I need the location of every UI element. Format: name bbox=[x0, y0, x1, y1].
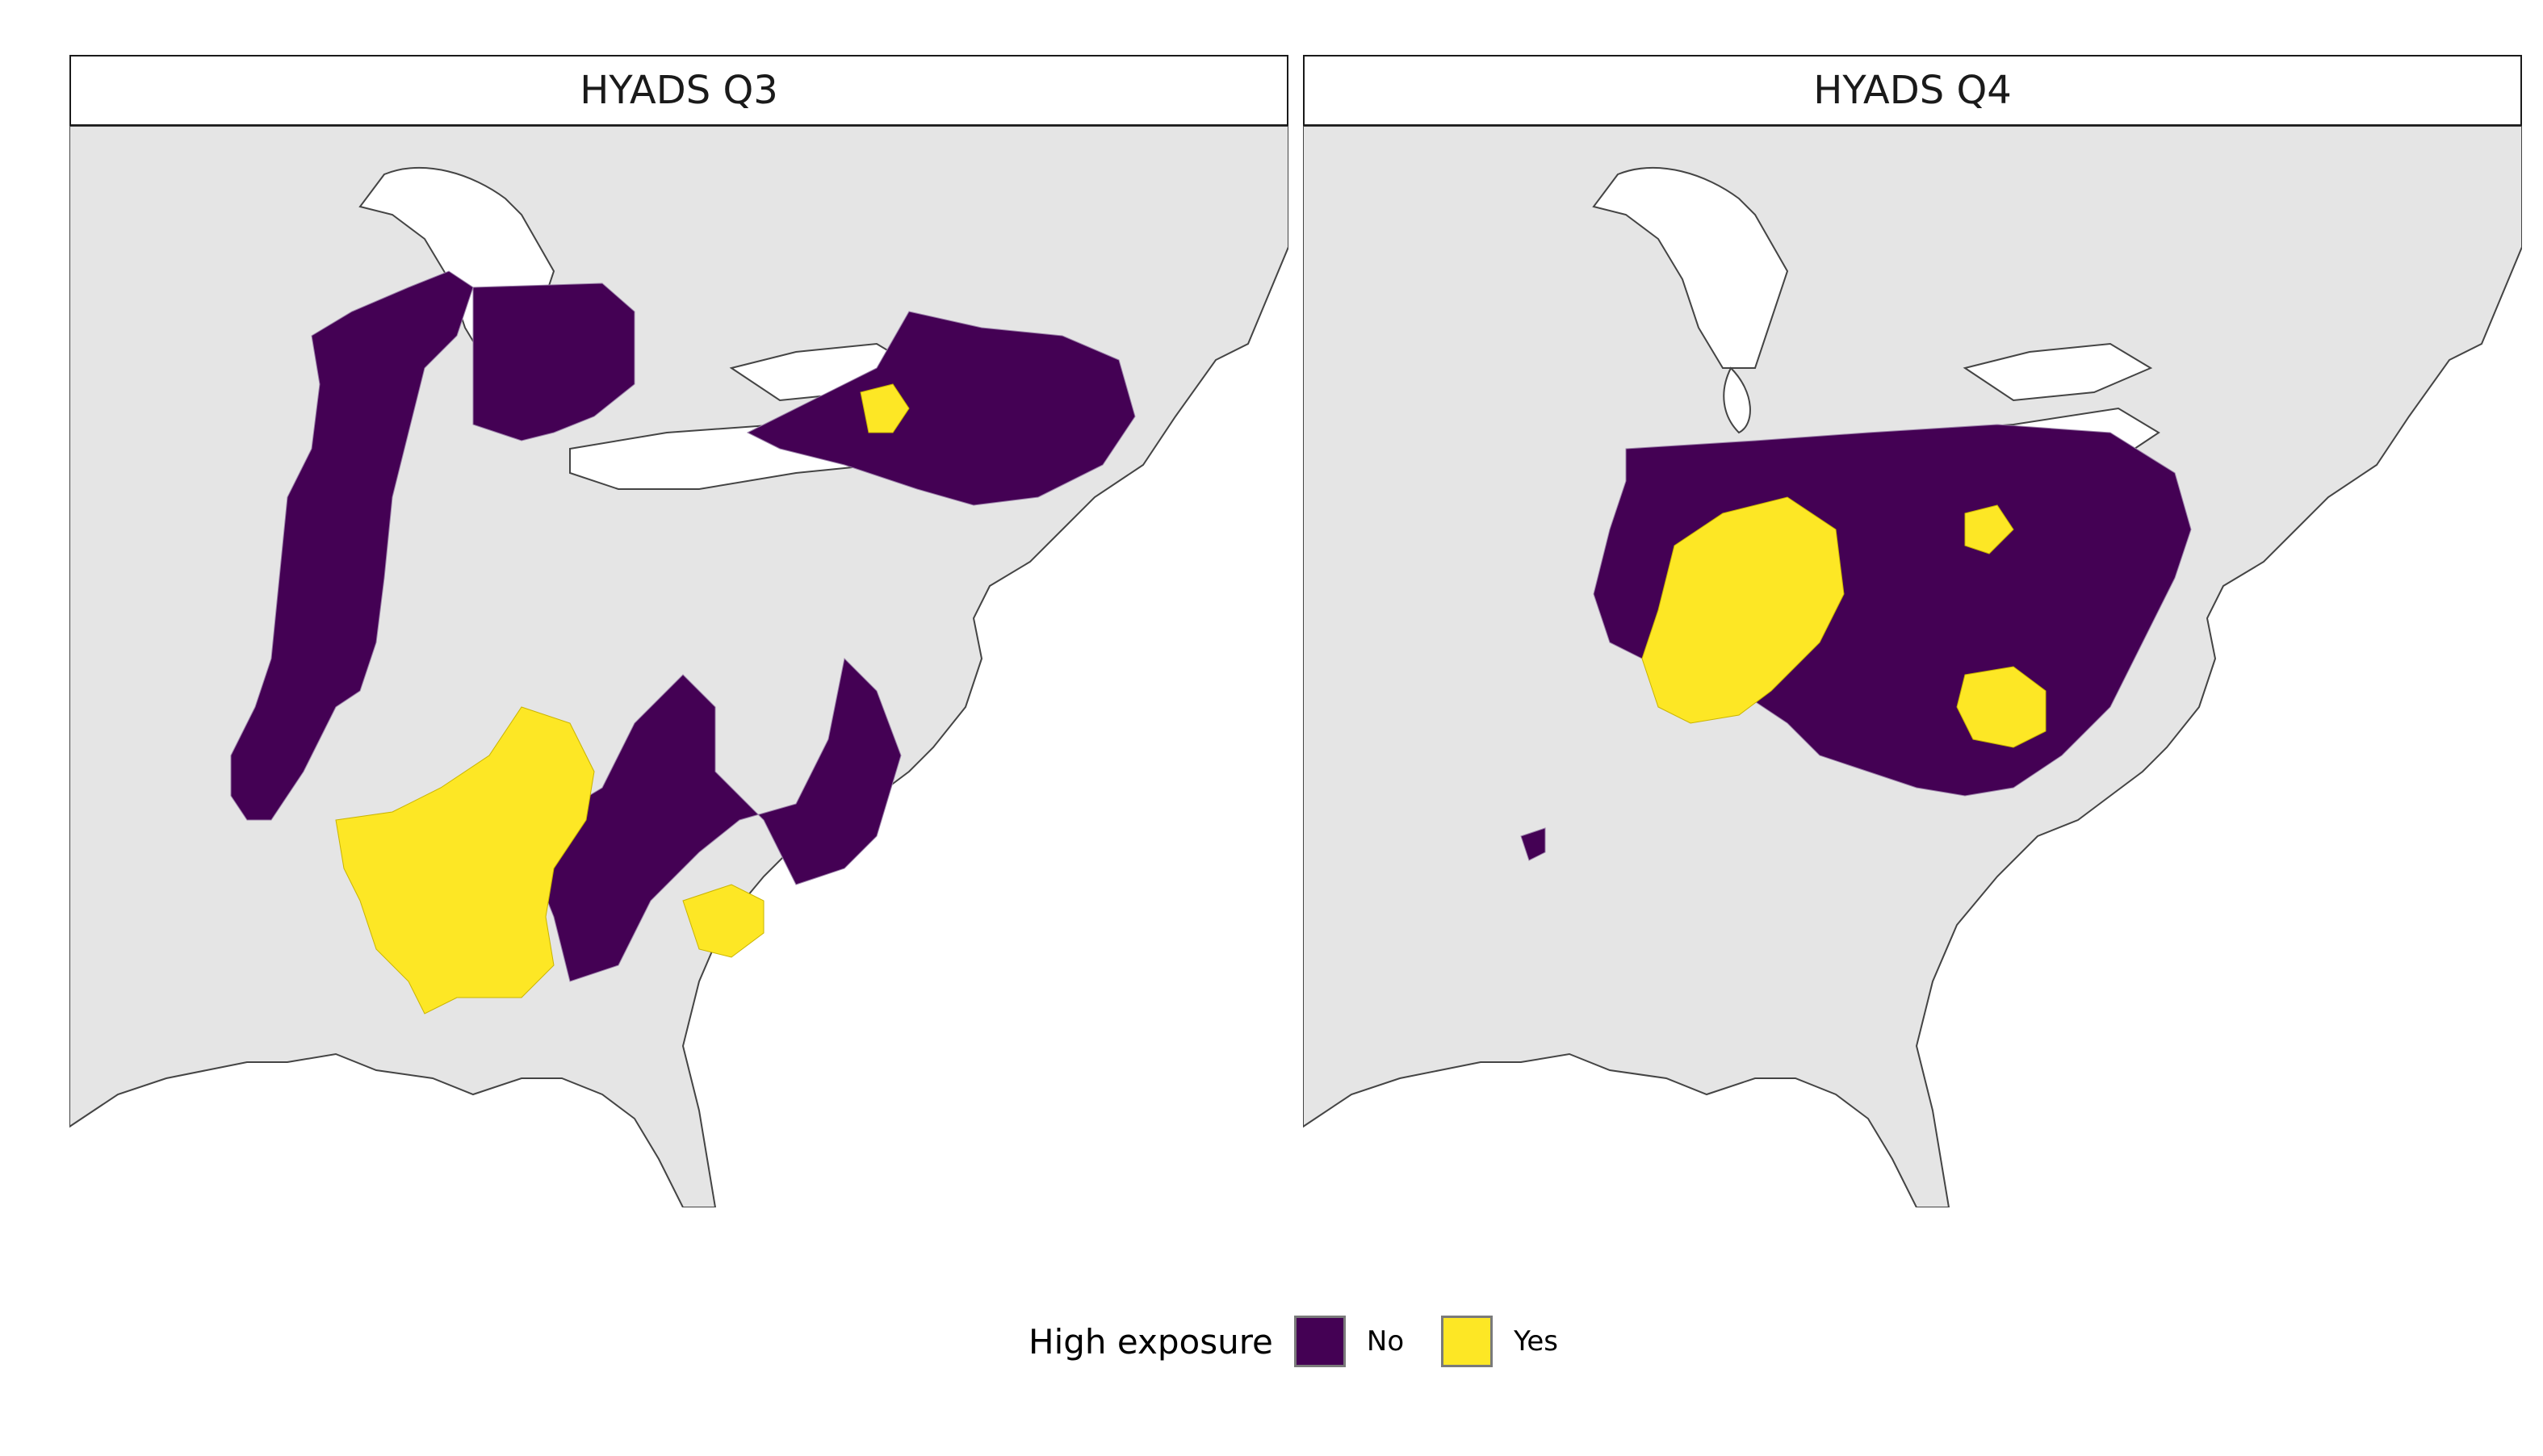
region-yes-south bbox=[335, 706, 595, 1015]
map-q4 bbox=[1303, 126, 2522, 1207]
region-no-northeast bbox=[746, 311, 1136, 506]
region-yes-virginia bbox=[1956, 666, 2047, 748]
region-yes-pa bbox=[1964, 504, 2014, 554]
facet-strip-q3: HYADS Q3 bbox=[69, 55, 1288, 126]
facet-title-q4: HYADS Q4 bbox=[1813, 68, 2012, 113]
legend-key-yes bbox=[1441, 1316, 1494, 1367]
legend-title: High exposure bbox=[1029, 1321, 1273, 1362]
facet-strip-q4: HYADS Q4 bbox=[1303, 55, 2522, 126]
legend: High exposure No Yes bbox=[1029, 1316, 1595, 1367]
facet-panel-q3: HYADS Q3 bbox=[69, 55, 1288, 1207]
legend-label-no: No bbox=[1366, 1325, 1405, 1358]
facet-title-q3: HYADS Q3 bbox=[580, 68, 778, 113]
region-no-michigan bbox=[472, 282, 635, 441]
region-no-west bbox=[230, 270, 474, 821]
legend-key-no bbox=[1293, 1316, 1346, 1367]
map-q3 bbox=[69, 126, 1288, 1207]
region-no-southeast bbox=[521, 657, 902, 982]
region-no-isolated bbox=[1520, 827, 1546, 861]
region-yes-ohio bbox=[1641, 496, 1845, 724]
region-yes-ny bbox=[860, 383, 910, 433]
legend-label-yes: Yes bbox=[1514, 1325, 1559, 1358]
region-yes-east bbox=[682, 884, 765, 958]
facet-panel-q4: HYADS Q4 bbox=[1303, 55, 2522, 1207]
